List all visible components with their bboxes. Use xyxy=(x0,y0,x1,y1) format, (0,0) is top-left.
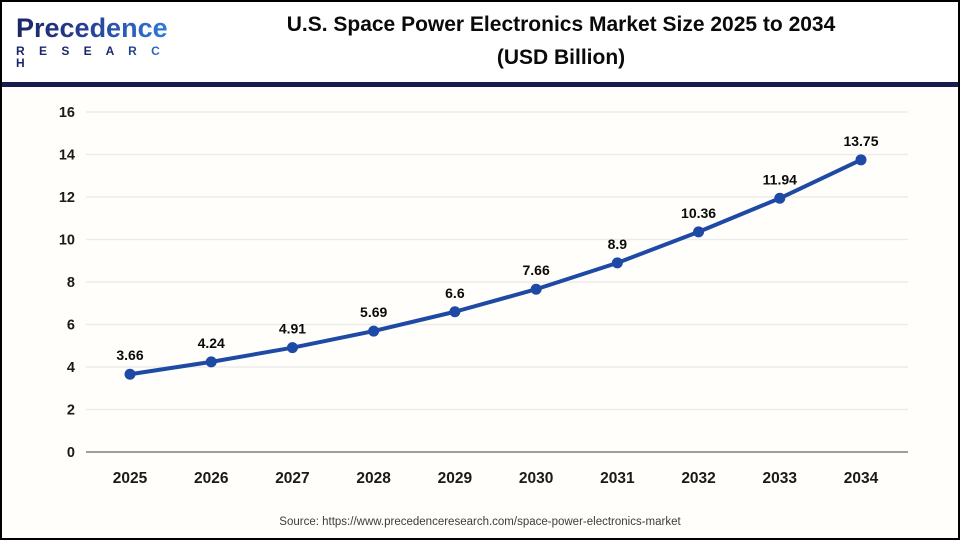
data-point xyxy=(286,342,298,354)
data-label: 13.75 xyxy=(843,133,878,149)
data-point xyxy=(855,154,867,166)
data-point xyxy=(530,283,542,295)
x-tick-label: 2033 xyxy=(763,470,798,487)
y-tick-label: 8 xyxy=(67,275,75,291)
x-tick-label: 2034 xyxy=(844,470,879,487)
x-tick-label: 2032 xyxy=(681,470,715,487)
y-tick-label: 6 xyxy=(67,318,75,334)
data-label: 11.94 xyxy=(763,171,797,187)
plot-area: 0 2 4 6 8 10 12 14 16 2025 2026 2027 2028 2029 2030 203… xyxy=(2,87,958,538)
data-label: 6.6 xyxy=(445,285,465,301)
header: Precedence R E S E A R C H U.S. Space Po… xyxy=(2,2,958,82)
x-tick-label: 2025 xyxy=(113,470,148,487)
data-point xyxy=(611,257,623,269)
data-label: 5.69 xyxy=(360,304,387,320)
y-tick-label: 2 xyxy=(67,403,75,419)
header-divider xyxy=(2,82,958,87)
chart-title: U.S. Space Power Electronics Market Size… xyxy=(172,9,958,74)
series-line xyxy=(128,157,863,377)
x-tick-label: 2031 xyxy=(600,470,635,487)
source-text: Source: https://www.precedenceresearch.c… xyxy=(279,516,681,528)
data-point xyxy=(693,226,705,238)
data-label: 3.66 xyxy=(116,347,143,363)
y-tick-label: 16 xyxy=(59,105,75,121)
chart-title-line2: (USD Billion) xyxy=(496,46,626,69)
line-chart: 0 2 4 6 8 10 12 14 16 2025 2026 2027 2028 2029 2030 203… xyxy=(59,105,908,487)
data-point xyxy=(368,325,380,337)
x-tick-label: 2027 xyxy=(275,470,309,487)
data-point xyxy=(774,192,786,204)
x-tick-label: 2028 xyxy=(356,470,391,487)
chart-title-line1: U.S. Space Power Electronics Market Size… xyxy=(286,13,836,37)
logo-subtitle: R E S E A R C H xyxy=(16,45,172,69)
logo-wordmark: Precedence xyxy=(16,15,172,42)
data-label: 8.9 xyxy=(608,236,628,252)
data-point xyxy=(449,306,461,318)
data-label: 4.91 xyxy=(279,321,306,337)
precedence-logo: Precedence R E S E A R C H xyxy=(2,15,172,70)
y-tick-label: 4 xyxy=(67,360,75,376)
y-tick-label: 10 xyxy=(59,233,75,249)
data-label: 7.66 xyxy=(522,262,549,278)
data-point xyxy=(124,368,136,380)
data-label: 4.24 xyxy=(198,335,225,351)
y-tick-label: 12 xyxy=(59,190,75,206)
x-tick-label: 2030 xyxy=(519,470,553,487)
data-label: 10.36 xyxy=(681,205,716,221)
x-tick-label: 2029 xyxy=(438,470,473,487)
data-point xyxy=(205,356,217,368)
y-tick-label: 14 xyxy=(59,148,75,164)
x-tick-label: 2026 xyxy=(194,470,229,487)
y-tick-label: 0 xyxy=(67,445,75,461)
